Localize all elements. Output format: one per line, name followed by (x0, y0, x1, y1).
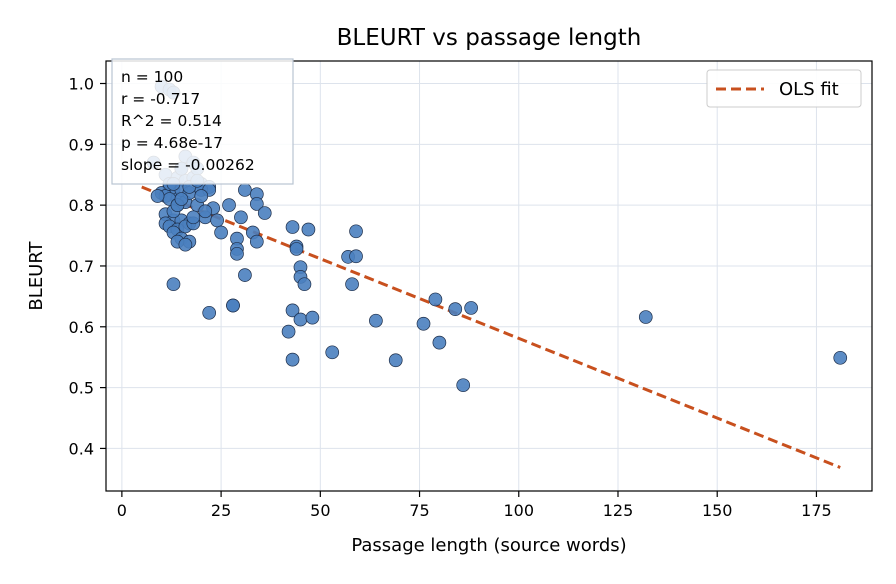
data-point (638, 310, 653, 324)
data-point (293, 312, 308, 327)
legend-fit-label: OLS fit (779, 79, 839, 100)
y-tick-label: 0.4 (69, 439, 94, 458)
x-tick-label: 0 (117, 501, 127, 520)
data-point (198, 204, 213, 219)
data-point (325, 345, 340, 360)
data-point (234, 210, 248, 225)
data-point (349, 224, 363, 239)
data-point (281, 324, 296, 339)
data-point (456, 378, 471, 393)
stats-line-r: r = -0.717 (121, 90, 200, 108)
data-point (210, 213, 224, 228)
data-point (226, 298, 240, 313)
x-tick-label: 75 (409, 501, 429, 520)
data-point (305, 310, 320, 325)
y-tick-label: 0.5 (69, 379, 94, 398)
x-tick-label: 50 (310, 501, 330, 520)
data-point (388, 353, 403, 368)
data-point (369, 313, 383, 328)
data-point (297, 277, 312, 292)
plot-frame (105, 60, 873, 492)
data-point (166, 277, 181, 292)
stats-box: n = 100 r = -0.717 R^2 = 0.514 p = 4.68e… (111, 58, 294, 185)
chart-title: BLEURT vs passage length (337, 25, 642, 51)
data-point (416, 316, 431, 331)
legend: OLS fit (706, 69, 862, 108)
y-tick-label: 0.8 (69, 196, 94, 215)
data-point (432, 335, 447, 350)
data-point (222, 198, 236, 212)
legend-frame (706, 69, 862, 108)
stats-box-frame (111, 58, 294, 185)
data-point (301, 222, 316, 237)
data-point (285, 303, 300, 318)
data-point (194, 189, 209, 203)
stats-line-p: p = 4.68e-17 (121, 134, 223, 152)
y-tick-label: 0.7 (69, 257, 94, 276)
data-point (150, 189, 165, 203)
data-point (174, 192, 189, 206)
data-point (464, 301, 478, 315)
data-point (238, 183, 252, 197)
stats-line-r2: R^2 = 0.514 (121, 112, 222, 130)
data-point (178, 237, 193, 252)
y-tick-label: 1.0 (69, 75, 94, 94)
data-point (202, 305, 217, 320)
data-point (249, 197, 264, 211)
y-tick-label: 0.6 (69, 318, 94, 337)
x-tick-label: 25 (211, 501, 231, 520)
data-point (448, 302, 463, 316)
y-tick-label: 0.9 (69, 135, 94, 154)
data-point (186, 210, 201, 225)
data-point (345, 277, 359, 292)
stats-line-n: n = 100 (121, 68, 183, 86)
ticks-layer: 0 25 50 75 100 125 150 175 0.4 0.5 0.6 0.7 0.8 0.9 1.0 (69, 75, 832, 520)
data-point (249, 234, 264, 249)
stats-line-slope: slope = -0.00262 (121, 156, 255, 174)
data-point (289, 242, 304, 256)
data-point (833, 350, 848, 365)
y-axis-label: BLEURT (26, 240, 47, 310)
data-point (285, 352, 300, 367)
data-point (285, 220, 300, 234)
grid-layer (106, 61, 872, 491)
x-tick-label: 175 (801, 501, 832, 520)
x-tick-label: 100 (503, 501, 534, 520)
data-point (349, 249, 363, 264)
x-tick-label: 125 (603, 501, 634, 520)
data-point (238, 268, 252, 282)
data-point (257, 206, 272, 220)
data-point (214, 225, 228, 240)
data-point (428, 292, 443, 307)
x-tick-label: 150 (702, 501, 733, 520)
x-axis-label: Passage length (source words) (351, 535, 626, 556)
data-point (230, 246, 244, 261)
